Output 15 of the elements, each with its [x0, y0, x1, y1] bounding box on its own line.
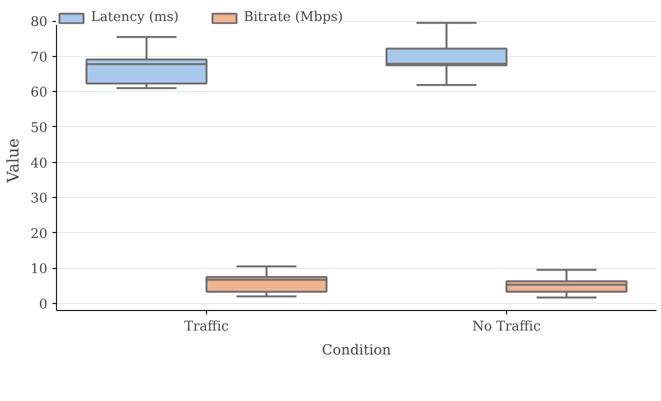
legend-label: Bitrate (Mbps) — [244, 10, 343, 25]
x-axis-title: Condition — [322, 342, 392, 358]
y-tick-label: 10 — [30, 262, 48, 278]
y-axis-title: Value — [4, 138, 23, 184]
y-tick-label: 0 — [39, 297, 48, 312]
y-tick-label: 30 — [30, 192, 48, 207]
y-tick-label: 70 — [30, 50, 48, 66]
y-tick-label: 60 — [30, 86, 48, 101]
y-tick-label: 20 — [30, 226, 48, 242]
y-tick-label: 40 — [30, 156, 48, 172]
y-tick-label: 50 — [30, 120, 48, 136]
x-tick-label: No Traffic — [472, 320, 541, 334]
x-tick-label: Traffic — [184, 320, 229, 334]
legend-label: Latency (ms) — [91, 10, 179, 25]
y-tick-label: 80 — [30, 15, 48, 30]
